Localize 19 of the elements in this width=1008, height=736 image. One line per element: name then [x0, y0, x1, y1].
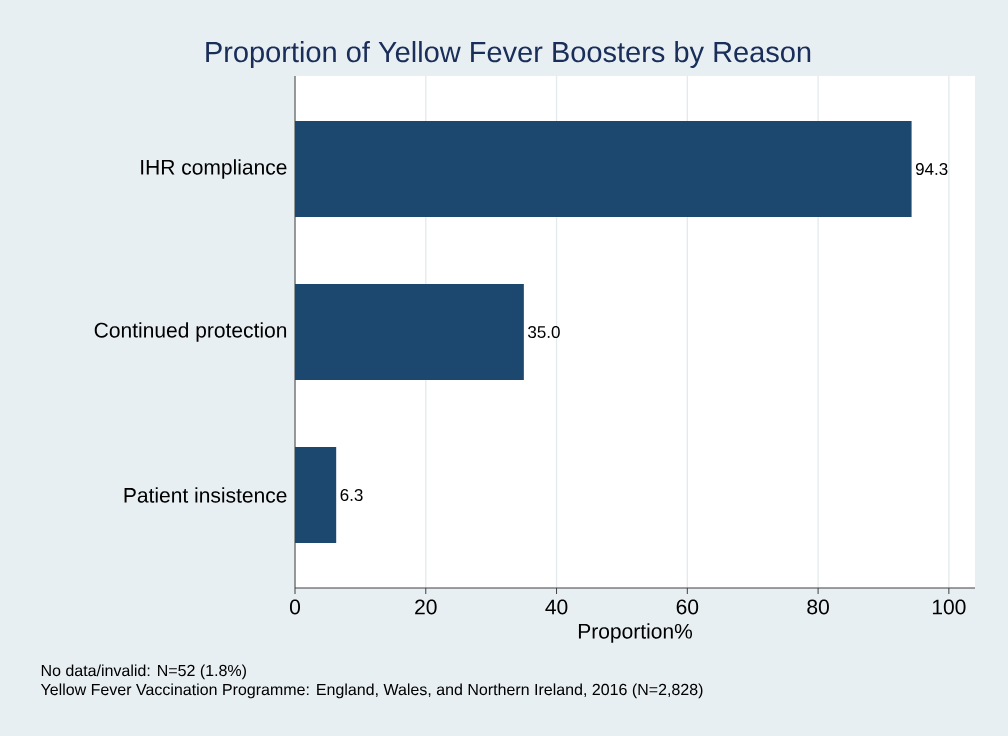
x-tick-label: 100	[932, 599, 966, 615]
data-label: 94.3	[915, 162, 948, 176]
x-axis-title: Proportion%	[578, 623, 693, 643]
chart-title: Proportion of Yellow Fever Boosters by Reason	[206, 40, 811, 69]
y-tick-label: Patient insistence	[124, 487, 287, 503]
text: Yellow Fever Vaccination Programme: England, Wales, and Northern Ireland, 2016 (N=2,828)	[40, 683, 703, 699]
x-tick-label: 20	[415, 599, 437, 615]
text: No data/invalid: N=52 (1.8%)	[41, 664, 246, 680]
data-label: 35.0	[528, 325, 560, 339]
y-tick-label: IHR compliance	[141, 159, 287, 179]
data-label: 6.3	[340, 488, 363, 502]
x-tick-label: 40	[545, 599, 568, 615]
bar	[295, 121, 912, 217]
y-tick-label: Continued protection	[94, 322, 287, 342]
bar	[295, 447, 337, 544]
bar	[295, 284, 524, 381]
x-tick-label: 0	[289, 599, 301, 615]
x-tick-label: 60	[676, 599, 699, 615]
x-tick-label: 80	[807, 599, 829, 615]
